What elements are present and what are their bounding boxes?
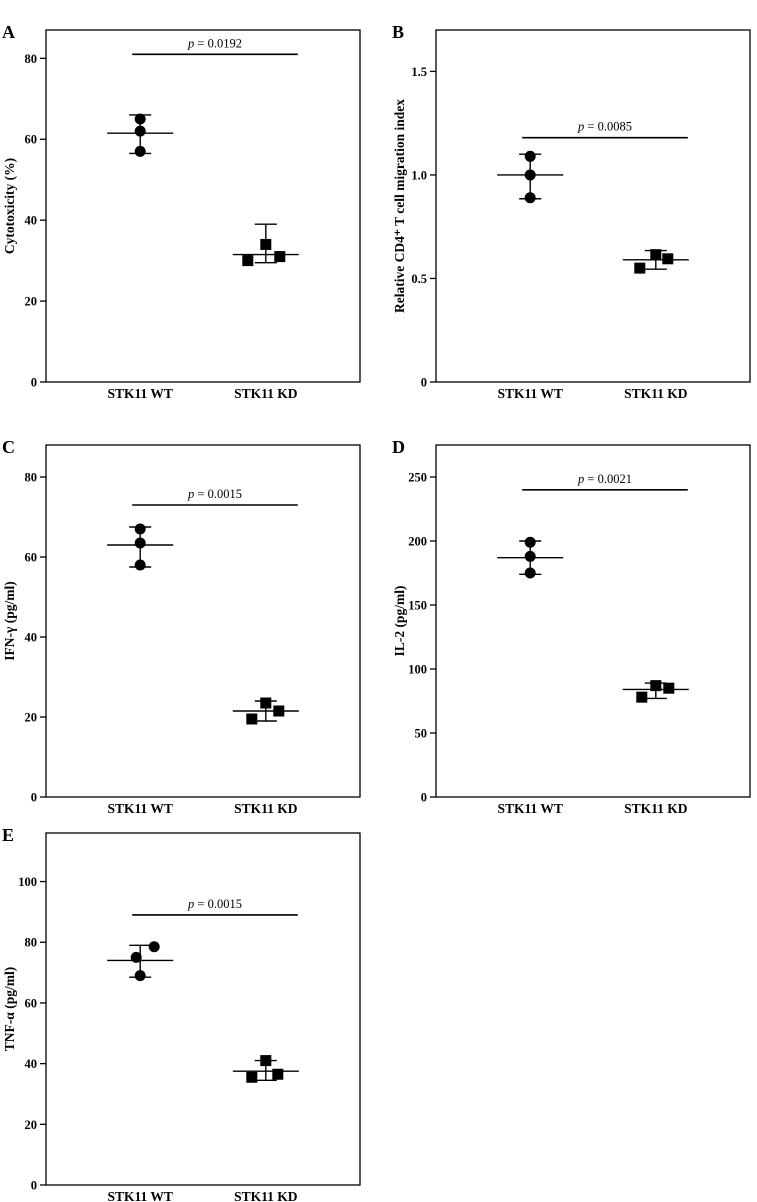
svg-text:STK11 KD: STK11 KD xyxy=(234,386,298,401)
panel-e-plot: 0 20 40 60 80 100 TNF-α (pg/ml) STK11 WT STK11 K… xyxy=(2,832,361,1202)
svg-text:1.0: 1.0 xyxy=(411,168,427,182)
panel-d-letter: D xyxy=(392,437,405,457)
panel-a: 0 20 40 60 80 Cytotoxicity (%) STK11 WT STK11 K… xyxy=(0,10,372,412)
panel-c-letter: C xyxy=(2,437,15,457)
svg-text:20: 20 xyxy=(25,711,38,725)
svg-text:p = 0.0192: p = 0.0192 xyxy=(187,36,242,50)
svg-text:40: 40 xyxy=(25,631,38,645)
svg-text:0: 0 xyxy=(31,1179,37,1193)
svg-text:50: 50 xyxy=(415,727,428,741)
svg-text:60: 60 xyxy=(25,996,38,1010)
panel-d: 0 50 100 150 200 250 IL-2 (pg/ml) STK11 WT STK11… xyxy=(390,425,757,827)
panel-d-plot: 0 50 100 150 200 250 IL-2 (pg/ml) STK11 WT STK11… xyxy=(392,444,751,816)
svg-text:20: 20 xyxy=(25,1118,38,1132)
svg-text:IL-2 (pg/ml): IL-2 (pg/ml) xyxy=(392,586,407,657)
panel-b-plot: 0 0.5 1.0 1.5 Relative CD4⁺ T cell migration… xyxy=(392,29,751,401)
svg-text:p = 0.0015: p = 0.0015 xyxy=(187,487,242,501)
panel-e-letter: E xyxy=(2,825,15,845)
svg-text:STK11 KD: STK11 KD xyxy=(624,801,688,816)
svg-text:STK11 KD: STK11 KD xyxy=(234,801,298,816)
svg-text:IFN-γ (pg/ml): IFN-γ (pg/ml) xyxy=(2,581,17,660)
svg-text:Cytotoxicity (%): Cytotoxicity (%) xyxy=(2,158,17,254)
svg-text:p = 0.0021: p = 0.0021 xyxy=(577,472,632,486)
svg-text:40: 40 xyxy=(25,1057,38,1071)
svg-text:0.5: 0.5 xyxy=(411,272,427,286)
svg-text:STK11 KD: STK11 KD xyxy=(624,386,688,401)
svg-text:1.5: 1.5 xyxy=(411,65,427,79)
svg-text:STK11 WT: STK11 WT xyxy=(497,386,562,401)
svg-text:TNF-α (pg/ml): TNF-α (pg/ml) xyxy=(2,967,17,1051)
svg-text:80: 80 xyxy=(25,52,38,66)
svg-text:STK11 WT: STK11 WT xyxy=(497,801,562,816)
svg-text:STK11 WT: STK11 WT xyxy=(107,801,172,816)
svg-text:100: 100 xyxy=(18,875,37,889)
svg-text:60: 60 xyxy=(25,551,38,565)
svg-text:0: 0 xyxy=(31,376,37,390)
svg-text:80: 80 xyxy=(25,471,38,485)
svg-text:0: 0 xyxy=(421,791,427,805)
svg-text:100: 100 xyxy=(408,663,427,677)
svg-text:150: 150 xyxy=(408,599,427,613)
svg-text:0: 0 xyxy=(421,376,427,390)
svg-text:60: 60 xyxy=(25,133,38,147)
svg-text:200: 200 xyxy=(408,535,427,549)
svg-text:80: 80 xyxy=(25,936,38,950)
panel-a-plot: 0 20 40 60 80 Cytotoxicity (%) STK11 WT STK11 K… xyxy=(2,29,361,401)
svg-text:STK11 KD: STK11 KD xyxy=(234,1189,298,1202)
svg-text:Relative CD4⁺ T cell migration: Relative CD4⁺ T cell migration index xyxy=(392,99,407,313)
panel-b-letter: B xyxy=(392,22,405,42)
svg-text:20: 20 xyxy=(25,295,38,309)
panel-c-plot: 0 20 40 60 80 IFN-γ (pg/ml) STK11 WT STK11 KD p … xyxy=(2,444,361,816)
panel-e: 0 20 40 60 80 100 TNF-α (pg/ml) STK11 WT STK11 K… xyxy=(0,813,372,1202)
svg-text:p = 0.0015: p = 0.0015 xyxy=(187,897,242,911)
panel-c: 0 20 40 60 80 IFN-γ (pg/ml) STK11 WT STK11 KD p … xyxy=(0,425,372,827)
panel-b: 0 0.5 1.0 1.5 Relative CD4⁺ T cell migration… xyxy=(390,10,757,412)
svg-text:40: 40 xyxy=(25,214,38,228)
svg-text:0: 0 xyxy=(31,791,37,805)
svg-text:p = 0.0085: p = 0.0085 xyxy=(577,120,632,134)
svg-text:STK11 WT: STK11 WT xyxy=(107,1189,172,1202)
svg-text:STK11 WT: STK11 WT xyxy=(107,386,172,401)
panel-a-letter: A xyxy=(2,22,15,42)
svg-text:250: 250 xyxy=(408,471,427,485)
